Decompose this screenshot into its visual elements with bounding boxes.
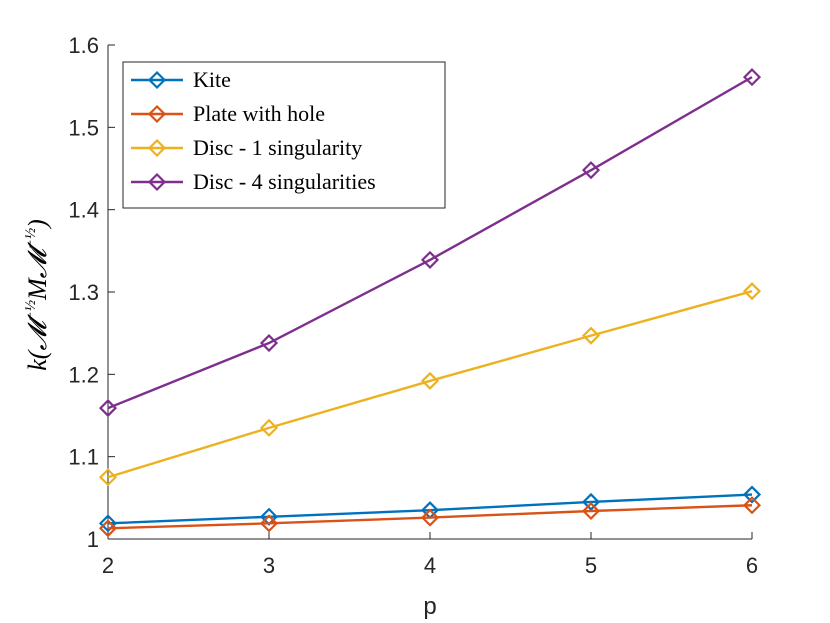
y-label-open: ( [23,349,52,359]
legend-label: Disc - 4 singularities [193,169,376,194]
data-point [259,333,279,353]
y-label-close: ) [23,219,52,230]
legend-marker [147,138,167,158]
legend-marker [147,70,167,90]
data-point [581,326,601,345]
legend-item: Kite [131,67,231,92]
legend: Kite Plate with hole Disc - 1 singularity D… [122,61,446,209]
series-3 [98,68,762,418]
legend-box [122,61,446,209]
data-point [420,371,440,390]
data-point [98,514,118,533]
data-point [98,519,118,538]
x-tick-label: 2 [102,553,114,578]
legend-marker [147,104,167,124]
axes: 2 3 4 5 6 1 1.1 1.2 1.3 1.4 1.5 1.6 [68,33,758,578]
data-point [98,468,118,487]
legend-item: Plate with hole [131,101,325,126]
x-tick-label: 4 [424,553,436,578]
legend-item: Disc - 4 singularities [131,169,376,194]
data-point [581,501,601,521]
legend-item: Disc - 1 singularity [131,135,362,160]
y-tick-label: 1.5 [68,115,99,140]
y-label-k: k [23,359,52,371]
y-tick-label: 1.2 [68,362,99,387]
legend-label: Plate with hole [193,101,325,126]
x-tick-label: 5 [585,553,597,578]
data-point [742,496,762,515]
y-axis-label: k(𝓜−½M𝓜−½) [23,219,52,371]
series-2 [98,282,762,487]
data-point [742,282,762,301]
y-label-exp1: −½ [23,300,39,321]
legend-label: Kite [193,67,231,92]
series-line [107,76,753,410]
x-tick-label: 6 [746,553,758,578]
series-line [107,504,753,530]
y-tick-label: 1.1 [68,445,99,470]
data-point [742,485,762,504]
legend-label: Disc - 1 singularity [193,135,362,160]
y-tick-label: 1.4 [68,198,99,223]
x-tick-label: 3 [263,553,275,578]
data-point [259,514,279,533]
data-point [581,161,601,180]
y-tick-label: 1 [87,527,99,552]
y-tick-label: 1.3 [68,280,99,305]
data-point [259,418,279,437]
series-line [107,290,753,479]
data-point [98,399,118,418]
y-label-mid: M𝓜 [23,241,52,301]
data-point [581,492,601,512]
series-layer [98,68,762,538]
y-label-exp2: −½ [23,228,39,249]
data-point [742,68,762,87]
x-axis-label: p [423,593,436,620]
legend-marker [147,172,167,192]
data-point [420,250,440,269]
data-point [420,508,440,527]
y-tick-label: 1.6 [68,33,99,58]
series-1 [98,496,762,538]
